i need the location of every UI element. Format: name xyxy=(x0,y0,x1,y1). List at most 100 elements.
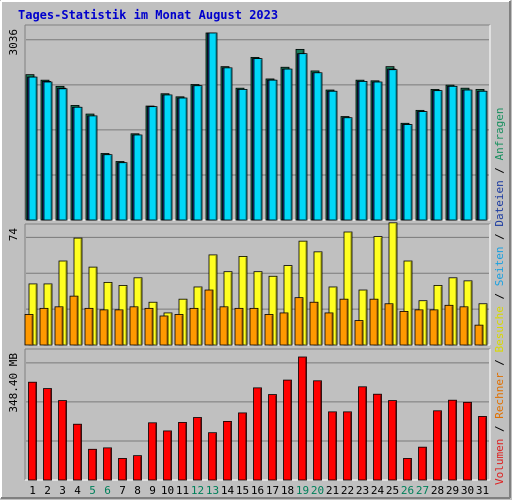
bar-rechner-day-23 xyxy=(354,320,364,346)
panel-top: 3036 xyxy=(7,24,491,221)
bar-volumen-day-20 xyxy=(313,380,322,481)
bar-volumen-day-28 xyxy=(433,410,442,481)
bar-rechner-day-25 xyxy=(384,303,394,346)
bar-seiten-day-23 xyxy=(358,81,368,221)
bar-seiten-day-17 xyxy=(268,79,278,221)
bar-volumen-day-30 xyxy=(463,401,472,481)
legend-seiten: Seiten xyxy=(493,247,506,287)
bar-seiten-day-8 xyxy=(133,134,143,221)
x-tick-label: 28 xyxy=(431,484,444,497)
legend-separator: / xyxy=(493,353,506,373)
x-tick-label: 23 xyxy=(356,484,369,497)
x-tick-label: 19 xyxy=(296,484,309,497)
legend-rechner: Rechner xyxy=(493,372,506,419)
x-axis-tick-labels: 1 2 3 4 5 6 7 8 9 10 11 12 13 14 15 16 17 18 19 20 21 22 23 24 2… xyxy=(29,484,489,497)
x-tick-label: 7 xyxy=(119,484,126,497)
x-tick-label: 21 xyxy=(326,484,339,497)
bar-seiten-day-1 xyxy=(28,76,38,221)
legend-separator: / xyxy=(493,227,506,247)
bar-rechner-day-12 xyxy=(189,307,199,346)
bar-volumen-day-4 xyxy=(73,423,82,481)
bar-volumen-day-23 xyxy=(358,386,367,481)
bar-volumen-day-6 xyxy=(103,447,112,481)
y-axis-max-label: 348.40 MB xyxy=(7,353,20,413)
legend-separator: / xyxy=(493,160,506,180)
bar-seiten-day-11 xyxy=(178,97,188,221)
bar-seiten-day-2 xyxy=(43,81,53,221)
x-tick-label: 10 xyxy=(161,484,174,497)
bar-rechner-day-26 xyxy=(399,311,409,346)
bar-seiten-day-4 xyxy=(73,106,83,221)
x-tick-label: 2 xyxy=(44,484,51,497)
x-tick-label: 29 xyxy=(446,484,459,497)
bar-rechner-day-1 xyxy=(24,314,34,346)
x-tick-label: 24 xyxy=(371,484,385,497)
bar-volumen-day-25 xyxy=(388,400,397,481)
x-tick-label: 3 xyxy=(59,484,66,497)
x-tick-label: 31 xyxy=(476,484,489,497)
bar-rechner-day-13 xyxy=(204,289,214,346)
bar-volumen-day-2 xyxy=(43,388,52,481)
bar-volumen-day-14 xyxy=(223,420,232,481)
bar-rechner-day-21 xyxy=(324,312,334,346)
bar-seiten-day-15 xyxy=(238,89,248,221)
bar-rechner-day-15 xyxy=(234,307,244,346)
bar-rechner-day-3 xyxy=(54,306,64,346)
bar-rechner-day-5 xyxy=(84,307,94,346)
x-tick-label: 15 xyxy=(236,484,249,497)
legend-separator: / xyxy=(493,419,506,439)
bar-volumen-day-21 xyxy=(328,411,337,481)
bar-volumen-day-19 xyxy=(298,356,307,481)
x-tick-label: 16 xyxy=(251,484,264,497)
series-rechner xyxy=(24,289,484,346)
chart-panels: 3036 74 348.40 MB xyxy=(7,24,491,481)
bar-rechner-day-8 xyxy=(129,306,139,346)
bar-seiten-day-12 xyxy=(193,85,203,221)
legend-dateien: Dateien xyxy=(493,180,506,226)
bar-rechner-day-30 xyxy=(459,306,469,346)
bar-seiten-day-19 xyxy=(298,53,308,221)
bar-volumen-day-27 xyxy=(418,446,427,481)
x-tick-label: 12 xyxy=(191,484,204,497)
bar-rechner-day-28 xyxy=(429,309,439,346)
panel-middle: 74 xyxy=(7,222,491,346)
x-tick-label: 6 xyxy=(104,484,111,497)
series-seiten xyxy=(28,32,488,221)
bar-rechner-day-10 xyxy=(159,315,169,346)
bar-rechner-day-14 xyxy=(219,306,229,346)
bar-seiten-day-21 xyxy=(328,90,338,221)
bar-volumen-day-16 xyxy=(253,387,262,481)
bar-volumen-day-22 xyxy=(343,411,352,481)
bar-volumen-day-17 xyxy=(268,394,277,481)
bar-seiten-day-6 xyxy=(103,154,113,221)
series-volumen xyxy=(28,356,487,481)
bar-seiten-day-24 xyxy=(373,81,383,221)
chart-title: Tages-Statistik im Monat August 2023 xyxy=(18,8,278,22)
bar-rechner-day-6 xyxy=(99,309,109,346)
x-tick-label: 13 xyxy=(206,484,219,497)
bar-rechner-day-18 xyxy=(279,312,289,346)
bar-rechner-day-9 xyxy=(144,307,154,346)
x-tick-label: 8 xyxy=(134,484,141,497)
bar-volumen-day-18 xyxy=(283,379,292,481)
bar-seiten-day-10 xyxy=(163,94,173,221)
bar-volumen-day-31 xyxy=(478,416,487,481)
bar-rechner-day-4 xyxy=(69,295,79,346)
bar-seiten-day-26 xyxy=(403,124,413,221)
bar-seiten-day-20 xyxy=(313,72,323,221)
x-tick-label: 4 xyxy=(74,484,81,497)
x-tick-label: 1 xyxy=(29,484,36,497)
bar-seiten-day-7 xyxy=(118,162,128,221)
bar-seiten-day-30 xyxy=(463,89,473,221)
x-tick-label: 17 xyxy=(266,484,279,497)
bar-seiten-day-29 xyxy=(448,85,458,221)
bar-volumen-day-11 xyxy=(178,422,187,481)
bar-seiten-day-25 xyxy=(388,69,398,221)
bar-rechner-day-7 xyxy=(114,309,124,346)
legend-anfragen: Anfragen xyxy=(493,107,506,160)
bar-seiten-day-18 xyxy=(283,68,293,221)
bar-rechner-day-24 xyxy=(369,298,379,346)
x-tick-label: 20 xyxy=(311,484,324,497)
